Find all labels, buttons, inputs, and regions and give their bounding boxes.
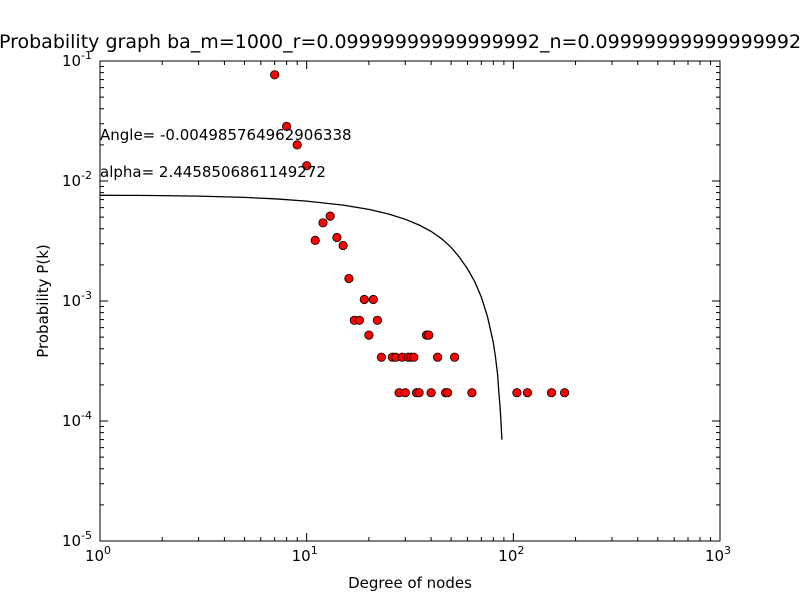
x-tick-label: 102 <box>498 544 524 565</box>
data-point <box>559 388 570 398</box>
data-point <box>376 352 386 362</box>
data-point <box>467 388 477 398</box>
data-point <box>292 140 302 150</box>
y-tick-label: 10-1 <box>62 49 92 70</box>
data-point <box>368 294 378 305</box>
data-point <box>359 294 369 305</box>
data-point <box>332 232 342 243</box>
data-point <box>354 315 364 325</box>
data-point <box>325 211 335 221</box>
data-point <box>432 352 443 362</box>
annotation-angle: Angle= -0.004985764962906338 <box>100 126 352 144</box>
data-point <box>426 388 436 398</box>
data-point <box>281 121 292 132</box>
data-point <box>414 388 424 398</box>
data-point <box>270 70 280 80</box>
data-point <box>372 315 382 325</box>
y-tick-label: 10-4 <box>62 409 92 430</box>
data-point <box>364 330 374 340</box>
x-tick-label: 101 <box>292 544 318 565</box>
data-point <box>310 235 320 245</box>
data-point <box>400 388 410 398</box>
y-tick-label: 10-5 <box>62 529 92 550</box>
data-point <box>546 388 557 398</box>
annotation-alpha: alpha= 2.4458506861149272 <box>100 163 326 181</box>
chart-title: Probability graph ba_m=1000_r=0.09999999… <box>0 31 800 53</box>
data-point <box>338 240 348 251</box>
y-tick-label: 10-3 <box>62 289 92 310</box>
fit-line <box>99 194 503 440</box>
x-axis-label: Degree of nodes <box>348 574 472 592</box>
data-point <box>344 273 354 284</box>
data-point <box>302 161 312 171</box>
y-axis-label: Probability P(k) <box>34 244 52 358</box>
y-tick-label: 10-2 <box>62 169 92 190</box>
data-point <box>449 352 460 362</box>
data-point <box>512 388 522 398</box>
data-point <box>442 388 453 398</box>
data-point <box>409 352 419 362</box>
data-point <box>522 388 533 398</box>
data-point <box>424 330 434 340</box>
x-tick-label: 103 <box>705 544 731 565</box>
data-point <box>318 218 328 228</box>
x-tick-label: 100 <box>85 544 111 565</box>
